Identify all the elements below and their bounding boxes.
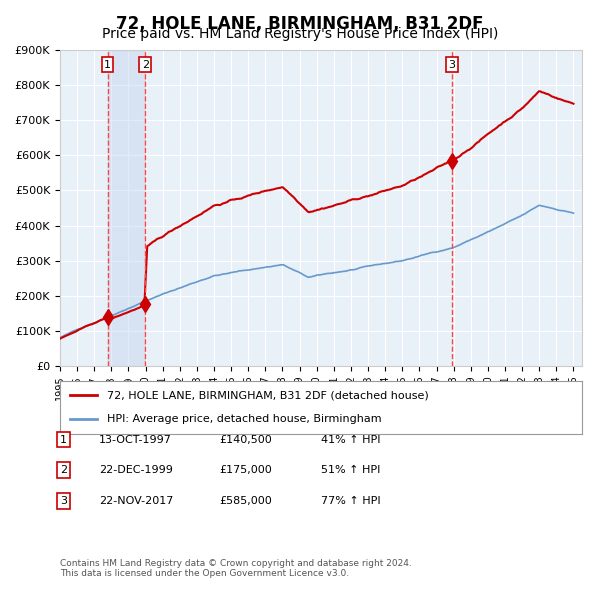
Text: HPI: Average price, detached house, Birmingham: HPI: Average price, detached house, Birm… — [107, 414, 382, 424]
Text: 1: 1 — [104, 60, 111, 70]
Text: 3: 3 — [60, 496, 67, 506]
Text: Price paid vs. HM Land Registry's House Price Index (HPI): Price paid vs. HM Land Registry's House … — [102, 27, 498, 41]
Text: 22-DEC-1999: 22-DEC-1999 — [99, 466, 173, 475]
Text: 22-NOV-2017: 22-NOV-2017 — [99, 496, 173, 506]
Text: 72, HOLE LANE, BIRMINGHAM, B31 2DF (detached house): 72, HOLE LANE, BIRMINGHAM, B31 2DF (deta… — [107, 391, 429, 401]
Text: 72, HOLE LANE, BIRMINGHAM, B31 2DF: 72, HOLE LANE, BIRMINGHAM, B31 2DF — [116, 15, 484, 33]
Text: 3: 3 — [448, 60, 455, 70]
Text: £175,000: £175,000 — [219, 466, 272, 475]
Text: 2: 2 — [142, 60, 149, 70]
Text: 2: 2 — [60, 466, 67, 475]
Text: 1: 1 — [60, 435, 67, 444]
Text: 13-OCT-1997: 13-OCT-1997 — [99, 435, 172, 444]
Text: £140,500: £140,500 — [219, 435, 272, 444]
Text: 77% ↑ HPI: 77% ↑ HPI — [321, 496, 380, 506]
Text: Contains HM Land Registry data © Crown copyright and database right 2024.
This d: Contains HM Land Registry data © Crown c… — [60, 559, 412, 578]
Text: £585,000: £585,000 — [219, 496, 272, 506]
Text: 41% ↑ HPI: 41% ↑ HPI — [321, 435, 380, 444]
Bar — [108, 50, 145, 366]
Text: 51% ↑ HPI: 51% ↑ HPI — [321, 466, 380, 475]
